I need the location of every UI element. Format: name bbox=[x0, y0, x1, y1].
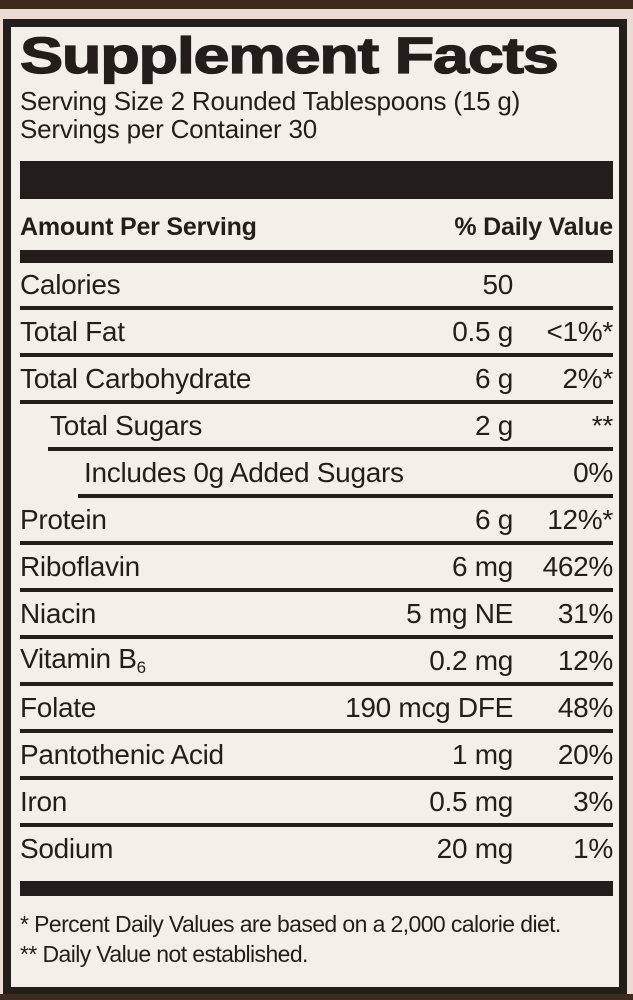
servings-per-container-text: Servings per Container 30 bbox=[20, 114, 318, 145]
nutrient-daily-value: 462% bbox=[542, 550, 614, 582]
nutrient-daily-value: ** bbox=[591, 409, 614, 441]
row-divider bbox=[20, 776, 613, 781]
nutrient-amount: 190 mcg DFE bbox=[345, 691, 513, 723]
table-row: Total Fat 0.5 g <1%* bbox=[20, 310, 613, 358]
nutrient-amount: 0.5 mg bbox=[429, 785, 513, 817]
nutrient-name: Total Carbohydrate bbox=[20, 362, 252, 394]
footnote-daily-values: * Percent Daily Values are based on a 2,… bbox=[20, 911, 561, 938]
amount-per-serving-header: Amount Per Serving bbox=[20, 212, 257, 241]
table-row: Pantothenic Acid 1 mg 20% bbox=[20, 733, 613, 781]
nutrient-daily-value: 12%* bbox=[547, 503, 613, 535]
table-row: Total Carbohydrate 6 g 2%* bbox=[20, 357, 614, 405]
table-header: Amount Per Serving % Daily Value bbox=[20, 212, 613, 242]
table-row: Riboflavin 6 mg 462% bbox=[20, 545, 614, 593]
nutrient-daily-value: 1% bbox=[573, 832, 613, 864]
divider-thick-bottom bbox=[20, 881, 613, 897]
panel-title: Supplement Facts bbox=[19, 27, 559, 84]
nutrient-name: Total Sugars bbox=[50, 409, 203, 441]
nutrient-name: Vitamin B6 bbox=[20, 643, 146, 678]
nutrient-name-subscript: 6 bbox=[136, 658, 146, 678]
nutrient-name: Includes 0g Added Sugars bbox=[84, 456, 404, 488]
nutrient-name: Pantothenic Acid bbox=[20, 738, 224, 770]
nutrient-name: Niacin bbox=[20, 597, 97, 629]
table-row: Sodium 20 mg 1% bbox=[20, 827, 613, 870]
row-divider bbox=[48, 447, 613, 452]
supplement-facts-panel: Supplement Facts Serving Size 2 Rounded … bbox=[3, 19, 627, 995]
divider-thick-top bbox=[20, 161, 613, 200]
nutrient-daily-value: 12% bbox=[557, 644, 613, 676]
table-row: Protein 6 g 12%* bbox=[20, 498, 613, 546]
row-divider bbox=[20, 541, 613, 546]
nutrient-amount: 50 bbox=[482, 268, 513, 300]
nutrient-amount: 6 g bbox=[474, 503, 513, 535]
row-divider bbox=[20, 353, 613, 358]
nutrient-name: Folate bbox=[20, 691, 97, 723]
nutrient-amount: 0.2 mg bbox=[429, 644, 513, 676]
nutrient-amount: 5 mg NE bbox=[406, 597, 513, 629]
nutrient-table: Calories 50 Total Fat 0.5 g <1%* Total C… bbox=[20, 263, 613, 870]
nutrient-daily-value: 31% bbox=[557, 597, 613, 629]
nutrient-amount: 20 mg bbox=[436, 832, 514, 864]
package-edge-bottom bbox=[0, 994, 633, 1000]
table-row: Iron 0.5 mg 3% bbox=[20, 780, 613, 828]
nutrient-name: Calories bbox=[20, 268, 121, 300]
footnote-not-established: ** Daily Value not established. bbox=[20, 941, 308, 968]
nutrient-amount: 1 mg bbox=[451, 738, 513, 770]
nutrient-daily-value: 48% bbox=[557, 691, 613, 723]
nutrient-daily-value: 20% bbox=[557, 738, 613, 770]
nutrient-amount: 6 g bbox=[474, 362, 513, 394]
table-row: Vitamin B6 0.2 mg 12% bbox=[20, 639, 613, 687]
nutrient-name: Protein bbox=[20, 503, 107, 535]
nutrient-amount: 0.5 g bbox=[452, 315, 513, 347]
table-row: Total Sugars 2 g ** bbox=[20, 404, 614, 452]
package-edge-top bbox=[0, 0, 633, 9]
row-divider bbox=[20, 682, 613, 687]
row-divider bbox=[20, 635, 613, 640]
nutrient-daily-value: 0% bbox=[573, 456, 613, 488]
row-divider bbox=[20, 823, 613, 828]
nutrient-name: Total Fat bbox=[20, 315, 125, 347]
table-row: Folate 190 mcg DFE 48% bbox=[20, 686, 613, 734]
row-divider bbox=[20, 729, 613, 734]
nutrient-daily-value: <1%* bbox=[546, 315, 613, 347]
nutrient-amount: 2 g bbox=[474, 409, 513, 441]
nutrient-name: Iron bbox=[20, 785, 68, 817]
table-row: Niacin 5 mg NE 31% bbox=[20, 592, 613, 640]
row-divider bbox=[20, 400, 613, 405]
nutrient-daily-value: 3% bbox=[573, 785, 613, 817]
table-row: Calories 50 bbox=[20, 263, 613, 311]
table-row: Includes 0g Added Sugars 0% bbox=[20, 451, 613, 499]
footnotes: * Percent Daily Values are based on a 2,… bbox=[20, 909, 613, 969]
divider-medium bbox=[20, 250, 613, 264]
row-divider bbox=[78, 494, 613, 499]
row-divider bbox=[20, 588, 613, 593]
nutrient-amount: 6 mg bbox=[451, 550, 513, 582]
nutrient-daily-value: 2%* bbox=[562, 362, 614, 394]
nutrient-name: Sodium bbox=[20, 832, 114, 864]
serving-size-text: Serving Size 2 Rounded Tablespoons (15 g… bbox=[20, 86, 521, 117]
daily-value-header: % Daily Value bbox=[454, 212, 613, 241]
nutrient-name: Riboflavin bbox=[20, 550, 140, 582]
row-divider bbox=[20, 306, 613, 311]
